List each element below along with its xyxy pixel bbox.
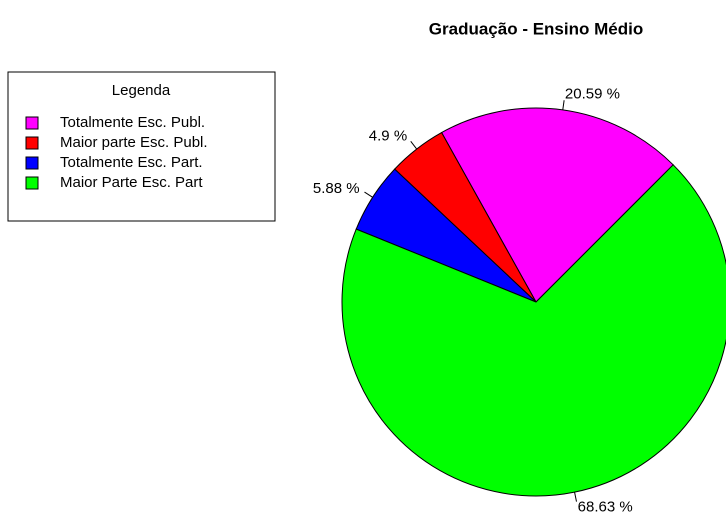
chart-title: Graduação - Ensino Médio [429, 19, 643, 38]
legend-swatch [25, 176, 39, 190]
leader-line [562, 100, 565, 110]
legend-swatch [25, 156, 39, 170]
legend-label: Maior Parte Esc. Part [60, 174, 203, 191]
legend-box [7, 71, 276, 222]
leader-line [364, 191, 373, 198]
slice-label: 68.63 % [578, 498, 633, 515]
legend-label: Totalmente Esc. Publ. [60, 114, 205, 131]
legend-swatch [25, 116, 39, 130]
legend-label: Totalmente Esc. Part. [60, 154, 203, 171]
pie-slice [341, 164, 726, 497]
legend-swatch [25, 136, 39, 150]
legend-label: Maior parte Esc. Publ. [60, 134, 208, 151]
slice-label: 20.59 % [565, 85, 620, 102]
legend-title: Legenda [112, 82, 171, 99]
slice-label: 5.88 % [313, 180, 360, 197]
slice-label: 4.9 % [369, 128, 407, 145]
leader-line [410, 141, 418, 150]
leader-line [574, 492, 577, 502]
